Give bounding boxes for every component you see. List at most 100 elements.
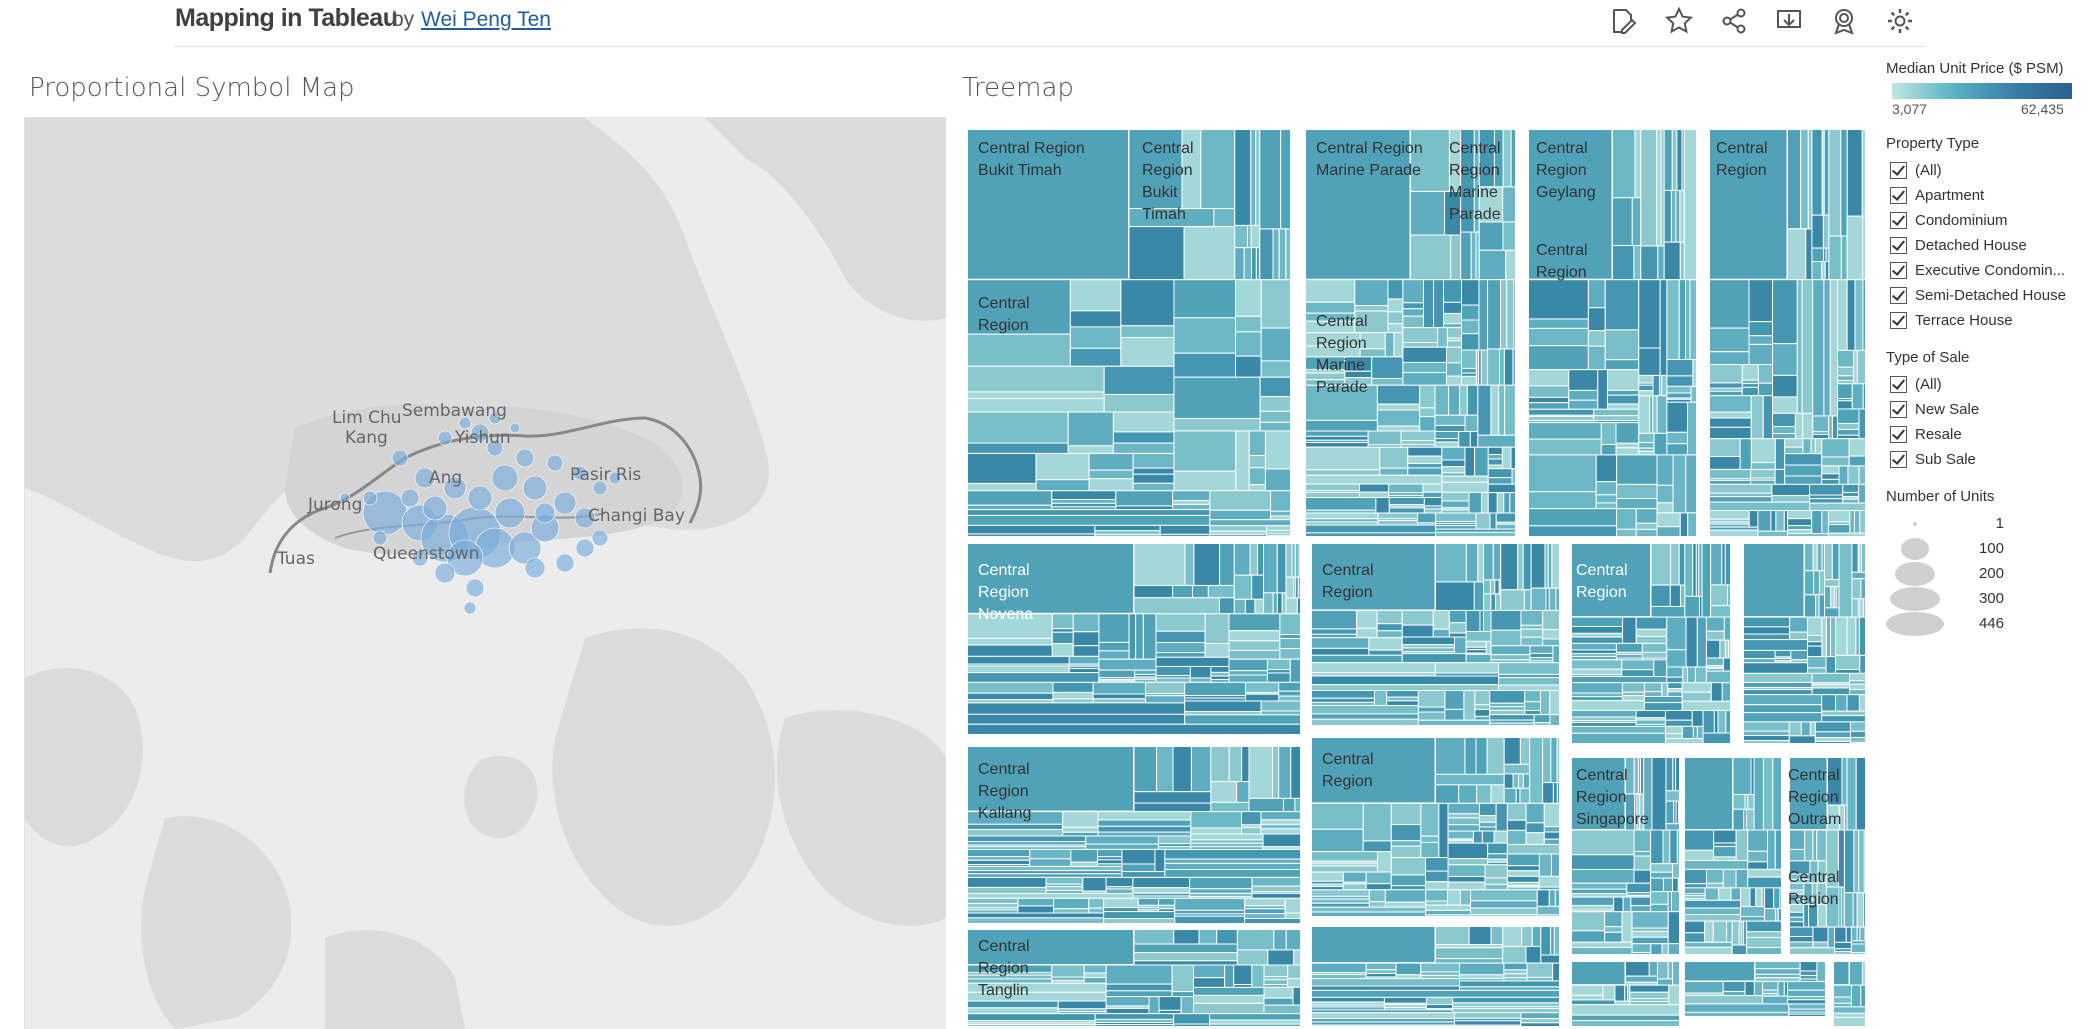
filter-option-detached-house[interactable]: Detached House	[1886, 233, 2096, 258]
proportional-symbol-map[interactable]: Lim Chu Kang Sembawang Yishun Ang Pasir …	[24, 117, 946, 1029]
treemap-tile	[1309, 1018, 1456, 1023]
treemap-tile	[1190, 744, 1212, 793]
treemap-tile	[1088, 897, 1105, 909]
treemap-tile	[1376, 384, 1421, 405]
treemap-tile	[1460, 304, 1480, 321]
treemap-tile	[1156, 744, 1174, 793]
filter-option-new-sale[interactable]: New Sale	[1886, 397, 2096, 422]
checkbox[interactable]	[1890, 376, 1907, 393]
treemap-tile	[1266, 525, 1293, 532]
author-link[interactable]: Wei Peng Ten	[421, 8, 551, 31]
favorite-star-icon[interactable]	[1664, 6, 1694, 36]
treemap-tile	[1812, 829, 1818, 862]
treemap-tile	[1569, 725, 1666, 734]
checkbox[interactable]	[1890, 401, 1907, 418]
treemap-tile	[1851, 598, 1859, 618]
treemap-tile	[1303, 446, 1381, 471]
treemap-tile	[1851, 984, 1862, 1008]
checkbox[interactable]	[1890, 237, 1907, 254]
treemap-tile	[1606, 369, 1640, 391]
treemap-tile	[1812, 941, 1829, 949]
treemap-tile	[1536, 889, 1550, 907]
treemap-tile	[1309, 902, 1370, 908]
treemap-tile	[1595, 481, 1618, 496]
treemap-tile	[1815, 594, 1820, 618]
treemap-tile	[1424, 881, 1449, 891]
filter-option-semi-detached-house[interactable]: Semi-Detached House	[1886, 283, 2096, 308]
treemap-tile	[1849, 672, 1867, 682]
checkbox[interactable]	[1890, 287, 1907, 304]
treemap-tile	[1425, 996, 1454, 1006]
treemap-tile	[1402, 327, 1439, 343]
treemap-tile	[1094, 524, 1161, 532]
treemap-tile	[1444, 708, 1465, 721]
treemap-tile	[1679, 512, 1689, 539]
treemap-tile	[1052, 681, 1094, 693]
filter-option-resale[interactable]: Resale	[1886, 422, 2096, 447]
treemap-tile	[1423, 279, 1435, 329]
treemap-tile	[1679, 189, 1685, 243]
filter-option-sub-sale[interactable]: Sub Sale	[1886, 447, 2096, 472]
treemap-tile	[1569, 994, 1604, 1001]
treemap-tile	[1103, 907, 1139, 913]
treemap-tile	[1814, 438, 1823, 455]
share-icon[interactable]	[1719, 6, 1749, 36]
checkbox[interactable]	[1890, 262, 1907, 279]
filter-option-apartment[interactable]: Apartment	[1886, 183, 2096, 208]
treemap-tile	[1834, 926, 1847, 943]
checkbox[interactable]	[1890, 162, 1907, 179]
treemap-tile	[966, 692, 1054, 701]
treemap-tile	[1811, 260, 1823, 281]
treemap-tile	[1435, 773, 1505, 786]
filter-option-all[interactable]: (All)	[1886, 158, 2096, 183]
treemap-tile	[1506, 875, 1540, 883]
treemap-tile	[1401, 609, 1434, 626]
treemap-tile	[1489, 714, 1535, 721]
treemap-tile	[1133, 927, 1175, 945]
treemap-tile	[1485, 640, 1492, 655]
treemap-tile	[1569, 1014, 1682, 1021]
treemap-tile	[1356, 627, 1378, 639]
badge-icon[interactable]	[1829, 6, 1859, 36]
treemap-tile	[1841, 755, 1848, 806]
filter-option-all[interactable]: (All)	[1886, 372, 2096, 397]
treemap-tile	[1569, 642, 1617, 651]
treemap-tile	[1174, 909, 1246, 915]
size-dot	[1913, 521, 1917, 526]
treemap-tile	[1251, 892, 1303, 899]
treemap-tile	[1853, 510, 1861, 534]
treemap-tile	[1155, 613, 1206, 632]
treemap-tile	[1811, 672, 1851, 684]
treemap-tile	[1376, 425, 1421, 432]
settings-gear-icon[interactable]	[1885, 6, 1915, 36]
treemap-tile	[1393, 332, 1404, 358]
treemap-tile	[1502, 924, 1523, 947]
treemap-tile	[966, 1000, 1059, 1009]
treemap-tile	[1377, 851, 1392, 873]
size-dot	[1890, 586, 1940, 611]
treemap-tile	[1638, 347, 1661, 376]
treemap-tile	[1615, 642, 1643, 653]
treemap-tile	[1105, 996, 1150, 1007]
checkbox[interactable]	[1890, 187, 1907, 204]
filter-option-executive-condominium[interactable]: Executive Condomin...	[1886, 258, 2096, 283]
treemap-tile	[1787, 935, 1814, 943]
treemap-tile	[1387, 298, 1404, 313]
treemap-tile	[1228, 630, 1281, 642]
filter-option-condominium[interactable]: Condominium	[1886, 208, 2096, 233]
checkbox[interactable]	[1890, 212, 1907, 229]
treemap-tile	[1664, 725, 1683, 735]
filter-option-terrace-house[interactable]: Terrace House	[1886, 308, 2096, 333]
treemap-tile	[1705, 657, 1724, 667]
treemap-tile	[1489, 690, 1526, 704]
edit-icon[interactable]	[1608, 6, 1638, 36]
checkbox[interactable]	[1890, 426, 1907, 443]
treemap-tile	[1251, 574, 1265, 600]
treemap-chart[interactable]: Central Region Bukit Timah Central Regio…	[966, 128, 1867, 1028]
download-icon[interactable]	[1774, 6, 1804, 36]
checkbox[interactable]	[1890, 451, 1907, 468]
treemap-tile	[1787, 941, 1814, 949]
checkbox[interactable]	[1890, 312, 1907, 329]
treemap-tile	[1831, 1002, 1853, 1008]
treemap-tile	[1498, 384, 1506, 436]
